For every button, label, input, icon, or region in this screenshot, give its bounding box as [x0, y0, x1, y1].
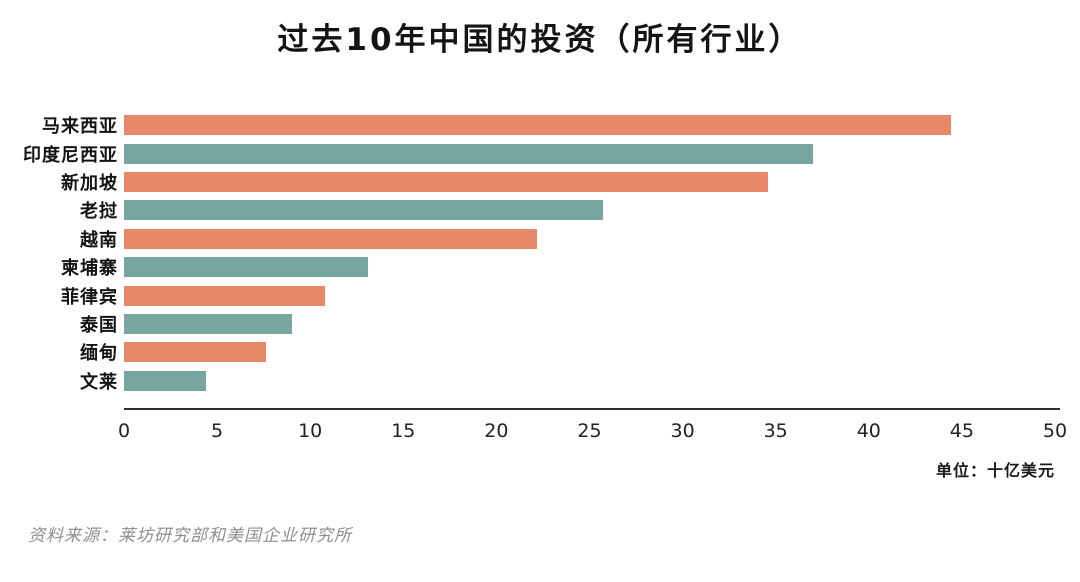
bar-row: 菲律宾 — [0, 281, 1080, 309]
x-tick-label: 40 — [856, 420, 881, 442]
bar — [124, 370, 206, 391]
bar — [124, 115, 951, 136]
bar-chart-area: 马来西亚印度尼西亚新加坡老挝越南柬埔寨菲律宾泰国缅甸文莱 — [0, 111, 1080, 395]
bar — [124, 143, 813, 164]
bar — [124, 257, 368, 278]
category-label: 柬埔寨 — [61, 258, 118, 280]
category-label: 印度尼西亚 — [23, 144, 118, 166]
bar-row: 缅甸 — [0, 338, 1080, 366]
x-tick-label: 10 — [298, 420, 323, 442]
category-label: 马来西亚 — [42, 116, 118, 138]
category-label: 缅甸 — [80, 343, 118, 365]
bar-track — [124, 257, 1080, 278]
bar-row: 泰国 — [0, 310, 1080, 338]
bar-row: 老挝 — [0, 196, 1080, 224]
category-label: 泰国 — [80, 314, 118, 336]
category-label: 老挝 — [80, 201, 118, 223]
bar-track — [124, 313, 1080, 334]
bar-track — [124, 228, 1080, 249]
bar — [124, 342, 266, 363]
x-tick-label: 35 — [763, 420, 788, 442]
bar-track — [124, 171, 1080, 192]
bar — [124, 313, 292, 334]
category-label: 新加坡 — [61, 172, 118, 194]
source-note: 资料来源：莱坊研究部和美国企业研究所 — [28, 526, 352, 546]
bar-track — [124, 370, 1080, 391]
bar-row: 新加坡 — [0, 168, 1080, 196]
unit-label: 单位：十亿美元 — [935, 461, 1055, 480]
category-label: 文莱 — [80, 371, 118, 393]
bar-track — [124, 200, 1080, 221]
x-tick-label: 30 — [670, 420, 695, 442]
x-tick-label: 0 — [117, 420, 131, 442]
bar-row: 越南 — [0, 225, 1080, 253]
x-tick-label: 5 — [211, 420, 224, 442]
bar-row: 文莱 — [0, 367, 1080, 395]
x-tick-label: 25 — [577, 420, 602, 442]
bar-track — [124, 342, 1080, 363]
x-tick-label: 15 — [391, 420, 416, 442]
x-tick-label: 50 — [1042, 420, 1068, 442]
bar-track — [124, 143, 1080, 164]
bar-row: 马来西亚 — [0, 111, 1080, 139]
chart-title: 过去10年中国的投资（所有行业） — [277, 22, 803, 58]
bar — [124, 171, 769, 192]
bar-track — [124, 285, 1080, 306]
bar-track — [124, 115, 1080, 136]
x-tick-label: 20 — [484, 420, 509, 442]
category-label: 越南 — [80, 229, 118, 251]
bar-row: 柬埔寨 — [0, 253, 1080, 281]
bar — [124, 200, 603, 221]
x-tick-label: 45 — [949, 420, 974, 442]
category-label: 菲律宾 — [61, 286, 118, 308]
x-axis-line — [124, 408, 1060, 410]
bar — [124, 228, 538, 249]
bar — [124, 285, 326, 306]
bar-row: 印度尼西亚 — [0, 139, 1080, 167]
